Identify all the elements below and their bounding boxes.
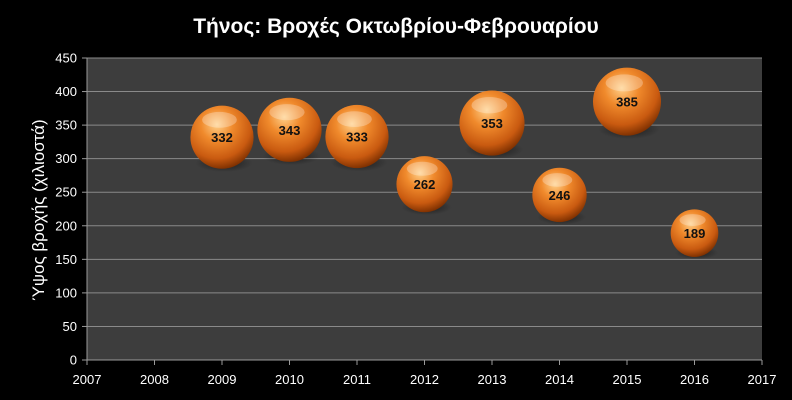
data-label-2009: 332 xyxy=(211,130,233,145)
y-tick-label: 100 xyxy=(55,285,77,300)
y-tick-label: 150 xyxy=(55,252,77,267)
data-label-2014: 246 xyxy=(549,188,571,203)
bubbles xyxy=(190,67,719,260)
y-axis-label: Ύψος βροχής (χιλιοστά) xyxy=(29,119,48,300)
x-tick-label: 2012 xyxy=(410,372,439,387)
bubble-gloss xyxy=(337,111,372,128)
y-tick-label: 450 xyxy=(55,51,77,66)
bubble-2009 xyxy=(190,105,254,169)
y-tick-label: 0 xyxy=(70,353,77,368)
y-tick-label: 250 xyxy=(55,185,77,200)
x-tick-labels: 2007 2008 2009 2010 2011 2012 2013 2014 2015 2016… xyxy=(73,360,777,387)
y-tick-labels: 0 50 100 150 200 250 300 350 400 450 xyxy=(55,51,87,368)
bubble-2016 xyxy=(670,209,719,257)
data-label-2016: 189 xyxy=(684,226,706,241)
data-labels: 332 343 333 262 353 246 385 189 xyxy=(211,95,705,242)
bubble-gloss xyxy=(269,104,305,121)
y-tick-label: 200 xyxy=(55,218,77,233)
chart-title: Τήνος: Βροχές Οκτωβρίου-Φεβρουαρίου xyxy=(193,15,599,38)
bubble-2011 xyxy=(325,104,389,169)
bubble-gloss xyxy=(542,173,573,187)
y-tick-label: 300 xyxy=(55,151,77,166)
x-tick-label: 2016 xyxy=(680,372,709,387)
bubble-gloss xyxy=(471,97,508,114)
x-tick-label: 2013 xyxy=(478,372,507,387)
x-tick-label: 2010 xyxy=(275,372,304,387)
bubble-gloss xyxy=(202,111,237,128)
data-label-2015: 385 xyxy=(616,95,638,110)
x-tick-label: 2011 xyxy=(343,372,371,387)
x-tick-label: 2009 xyxy=(208,372,237,387)
data-label-2013: 353 xyxy=(481,116,503,131)
y-tick-label: 400 xyxy=(55,84,77,99)
x-tick-label: 2007 xyxy=(73,372,102,387)
y-tick-label: 50 xyxy=(63,319,77,334)
y-tick-label: 350 xyxy=(55,118,77,133)
x-tick-label: 2015 xyxy=(613,372,642,387)
bubble-2010 xyxy=(257,97,322,162)
x-tick-label: 2017 xyxy=(748,372,777,387)
bubble-2015 xyxy=(593,67,661,136)
x-tick-label: 2014 xyxy=(545,372,574,387)
bubble-2012 xyxy=(396,156,453,213)
bubble-gloss xyxy=(605,74,643,92)
data-label-2010: 343 xyxy=(279,123,301,138)
bubble-2013 xyxy=(459,90,525,156)
bubble-gloss xyxy=(406,161,438,176)
data-label-2011: 333 xyxy=(346,130,368,145)
data-label-2012: 262 xyxy=(414,177,436,192)
bubble-gloss xyxy=(679,214,706,227)
x-tick-label: 2008 xyxy=(140,372,169,387)
bubble-2014 xyxy=(532,167,587,223)
